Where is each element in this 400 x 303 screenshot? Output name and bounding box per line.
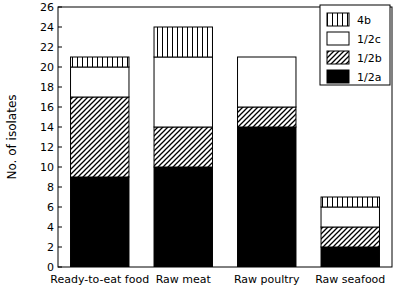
y-tick-label: 2: [47, 241, 54, 254]
x-tick: [99, 264, 100, 267]
chart-svg: 02468101214161820222426Ready-to-eat food…: [0, 0, 400, 303]
x-tick: [183, 264, 184, 267]
x-tick-label: Raw seafood: [315, 273, 385, 286]
y-tick-label: 26: [40, 1, 54, 14]
y-tick-label: 18: [40, 81, 54, 94]
y-tick: [58, 247, 62, 248]
bar-segment: [238, 57, 296, 107]
y-tick: [58, 87, 62, 88]
bars: [71, 27, 380, 267]
y-tick-label: 4: [47, 221, 54, 234]
bar-segment: [321, 207, 379, 227]
y-tick: [58, 7, 62, 8]
y-tick: [58, 207, 62, 208]
legend-box: [320, 5, 390, 85]
y-tick-label: 10: [40, 161, 54, 174]
y-tick-label: 14: [40, 121, 54, 134]
x-tick: [350, 264, 351, 267]
bar-segment: [238, 127, 296, 267]
x-tick: [266, 264, 267, 267]
y-tick: [58, 67, 62, 68]
bar-segment: [154, 27, 212, 57]
y-tick: [58, 27, 62, 28]
x-tick-label: Ready-to-eat food: [50, 273, 149, 286]
legend-swatch: [327, 51, 349, 64]
y-tick-label: 12: [40, 141, 54, 154]
bar-segment: [71, 67, 129, 97]
y-axis-label: No. of isolates: [5, 94, 19, 179]
legend-swatch: [327, 70, 349, 83]
bar-segment: [321, 197, 379, 207]
y-tick: [58, 187, 62, 188]
y-tick-label: 6: [47, 201, 54, 214]
y-tick: [58, 127, 62, 128]
y-tick-label: 20: [40, 61, 54, 74]
legend: 4b 1/2c 1/2b 1/2a: [320, 5, 390, 85]
bar-segment: [71, 177, 129, 267]
chart-container: 02468101214161820222426Ready-to-eat food…: [0, 0, 400, 303]
x-tick-label: Raw poultry: [234, 273, 300, 286]
bar-segment: [71, 97, 129, 177]
y-tick: [58, 47, 62, 48]
bar-segment: [71, 57, 129, 67]
y-tick: [58, 107, 62, 108]
legend-label: 1/2a: [357, 71, 381, 84]
y-tick-label: 22: [40, 41, 54, 54]
bar-segment: [154, 167, 212, 267]
bar-segment: [238, 57, 296, 58]
y-tick-label: 16: [40, 101, 54, 114]
x-tick-label: Raw meat: [156, 273, 212, 286]
y-tick: [58, 167, 62, 168]
legend-swatch: [327, 32, 349, 45]
legend-label: 1/2c: [357, 33, 381, 46]
y-tick: [58, 147, 62, 148]
y-tick: [58, 227, 62, 228]
legend-label: 4b: [357, 14, 371, 27]
y-tick: [58, 267, 62, 268]
y-tick-label: 24: [40, 21, 54, 34]
bar-segment: [154, 57, 212, 127]
bar-segment: [321, 247, 379, 267]
bar-segment: [154, 127, 212, 167]
legend-label: 1/2b: [357, 52, 382, 65]
legend-swatch: [327, 13, 349, 26]
y-tick-label: 8: [47, 181, 54, 194]
bar-segment: [238, 107, 296, 127]
bar-segment: [321, 227, 379, 247]
